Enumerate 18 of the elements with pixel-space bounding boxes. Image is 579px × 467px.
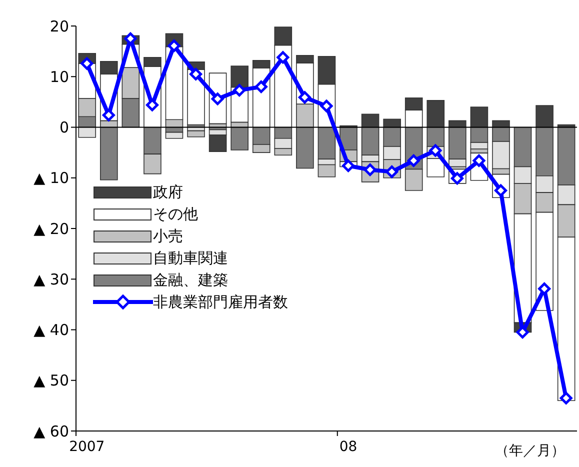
y-tick-label: 0 <box>59 118 69 137</box>
y-tick-label: 10 <box>50 68 69 86</box>
x-tick-label: 08 <box>339 439 358 455</box>
y-tick-label: ▲ 60 <box>34 422 69 440</box>
y-tick-label: ▲ 20 <box>34 220 69 238</box>
legend-label: 自動車関連 <box>153 248 228 268</box>
legend-label: 金融、建築 <box>153 270 228 290</box>
x-tick-label: 2007 <box>69 439 105 455</box>
legend-label: 非農業部門雇用者数 <box>153 292 288 312</box>
y-tick-label: 20 <box>50 17 69 36</box>
x-axis-title: （年／月） <box>495 443 565 459</box>
y-tick-label: ▲ 30 <box>34 270 69 288</box>
y-tick-label: ▲ 50 <box>34 372 69 390</box>
y-tick-label: ▲ 40 <box>34 321 69 340</box>
y-tick-label: ▲ 10 <box>34 169 69 188</box>
legend-label: 小売 <box>153 226 183 246</box>
legend-label: その他 <box>153 204 198 224</box>
legend-label: 政府 <box>153 182 183 202</box>
